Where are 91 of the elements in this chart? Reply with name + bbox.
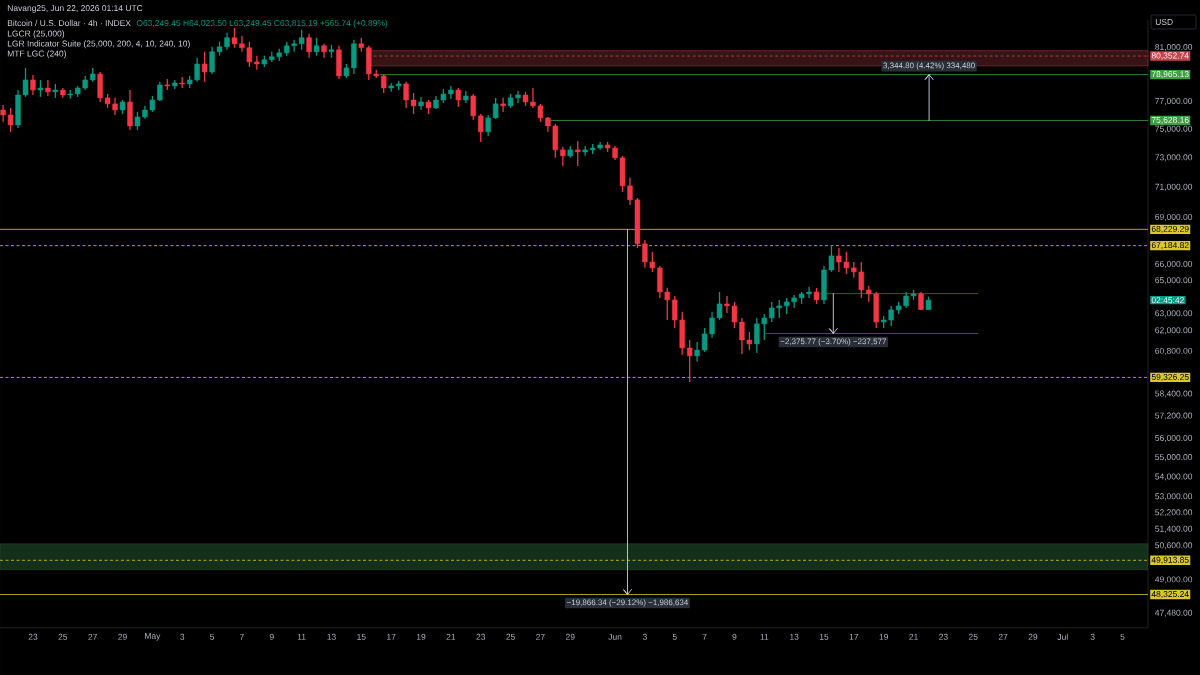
y-tick-label: 47,480.00	[1154, 609, 1193, 617]
x-tick-label: May	[145, 633, 161, 641]
y-tick-label: 58,400.00	[1155, 390, 1193, 398]
x-tick-label: 3	[180, 633, 185, 640]
candlestick	[45, 79, 51, 97]
x-tick-label: Jun	[608, 633, 622, 640]
data-label: 78,965.13	[1151, 71, 1189, 79]
x-tick-label: 7	[702, 633, 707, 640]
text: 02:45:42	[1151, 297, 1184, 304]
ref-line-label: 59,326.25	[1151, 373, 1189, 381]
y-tick-label: 66,000.00	[1155, 261, 1193, 269]
candlestick	[298, 29, 305, 51]
x-tick-label: 25	[968, 633, 978, 640]
x-tick-label: 9	[269, 633, 274, 640]
candlestick	[381, 73, 387, 94]
y-tick-label: 71,000.00	[1155, 183, 1193, 191]
candlestick	[455, 87, 462, 108]
x-tick-label: 21	[446, 633, 456, 640]
x-tick-label: 13	[790, 633, 799, 640]
y-tick-label: 57,200.00	[1155, 412, 1193, 420]
y-tick-label: 73,000.00	[1155, 154, 1193, 162]
y-tick-label: 75,000.00	[1155, 125, 1193, 133]
chart-title: Bitcoin / U.S. Dollar · 4h · INDEX	[7, 19, 131, 27]
candlestick	[575, 140, 581, 167]
y-tick-label: 50,600.00	[1155, 542, 1193, 550]
x-tick-label: 5	[672, 633, 677, 640]
candlestick	[306, 33, 312, 59]
x-tick-label: 17	[849, 633, 859, 640]
data-label: 75,628.16	[1151, 116, 1189, 124]
x-tick-label: 7	[240, 633, 244, 640]
candlestick	[478, 113, 484, 143]
x-tick-label: 5	[210, 633, 215, 640]
x-tick-label: 15	[357, 633, 366, 640]
y-axis-title: USD	[1155, 18, 1173, 25]
candlestick	[485, 114, 491, 137]
x-tick-label: 11	[760, 633, 769, 640]
chart-subtitle: O63,249.45 H64,023.50 L63,249.45 C63,815.19 +565.74 (+0.89%)	[136, 19, 388, 28]
ref-line-label: 48,325.24	[1151, 591, 1189, 599]
text: Navang25, Jun 22, 2026 01:14 UTC	[7, 5, 143, 13]
x-tick-label: 23	[28, 633, 38, 640]
x-tick-label: 23	[476, 633, 486, 640]
x-tick-label: 9	[732, 633, 737, 640]
y-tick-label: 52,200.00	[1155, 509, 1193, 517]
y-tick-label: 77,000.00	[1155, 97, 1193, 105]
x-tick-label: 21	[909, 633, 918, 640]
x-tick-label: Jul	[1057, 633, 1068, 640]
ref-line-label: 67,184.82	[1151, 242, 1189, 250]
candlestick	[470, 93, 476, 121]
x-tick-label: 29	[565, 633, 575, 640]
y-tick-label: 54,000.00	[1155, 473, 1193, 481]
x-tick-label: 15	[819, 633, 829, 640]
candlestick	[560, 146, 566, 167]
x-tick-label: 19	[416, 633, 426, 640]
ref-line-label: 68,229.29	[1151, 225, 1189, 233]
x-tick-label: 27	[998, 633, 1008, 640]
annotation: LGCR (25,000)	[7, 30, 65, 39]
x-tick-label: 3	[642, 633, 647, 640]
x-tick-label: 5	[1120, 633, 1125, 640]
y-tick-label: 49,000.00	[1154, 576, 1193, 584]
y-tick-label: 81,000.00	[1155, 44, 1193, 52]
x-tick-label: 27	[536, 633, 545, 640]
x-tick-label: 19	[879, 633, 889, 640]
y-tick-label: 51,400.00	[1155, 525, 1193, 533]
y-tick-label: 53,000.00	[1155, 493, 1193, 501]
candlestick	[157, 81, 163, 102]
x-tick-label: 23	[939, 633, 948, 640]
x-tick-label: 29	[118, 633, 127, 640]
y-tick-label: 69,000.00	[1155, 213, 1193, 221]
x-tick-label: 27	[88, 633, 97, 640]
y-tick-label: 60,800.00	[1155, 347, 1193, 355]
x-tick-label: 11	[297, 633, 306, 640]
y-tick-label: 63,000.00	[1155, 310, 1193, 318]
candlestick	[686, 339, 693, 383]
x-tick-label: 29	[1028, 633, 1038, 640]
candlestick	[492, 97, 499, 120]
x-tick-label: 13	[327, 633, 336, 640]
x-tick-label: 25	[58, 633, 68, 640]
x-tick-label: 17	[387, 633, 396, 640]
annotation: MTF LGC (240)	[7, 50, 66, 59]
annotation: LGR Indicator Suite (25,000, 200, 4, 10, 240, 10)	[7, 40, 190, 49]
ref-line-label: 49,913.85	[1151, 556, 1189, 564]
y-tick-label: 62,000.00	[1155, 327, 1193, 335]
candlestick	[30, 74, 36, 96]
y-tick-label: 65,000.00	[1155, 277, 1193, 285]
y-tick-label: 56,000.00	[1155, 434, 1193, 442]
candlestick	[500, 97, 506, 113]
candlestick	[201, 51, 208, 83]
x-tick-label: 3	[1090, 633, 1095, 640]
y-tick-label: 55,000.00	[1155, 454, 1193, 462]
data-label: 80,352.74	[1151, 52, 1189, 60]
x-tick-label: 25	[506, 633, 515, 640]
